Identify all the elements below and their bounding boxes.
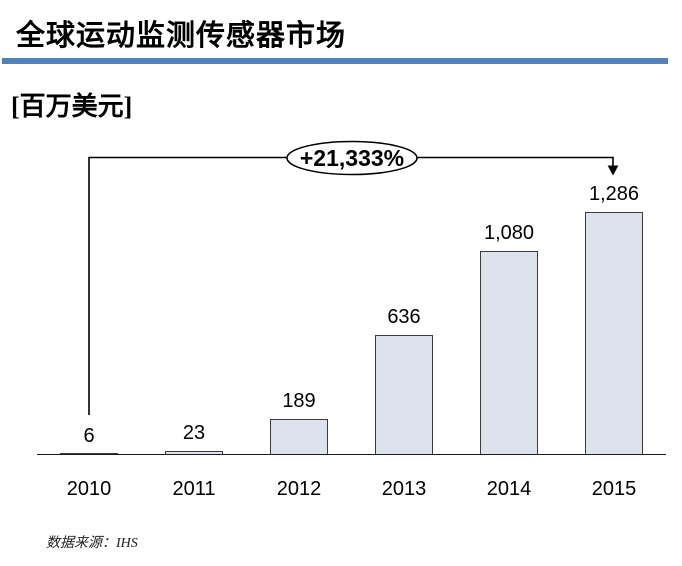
growth-label: +21,333%	[300, 145, 404, 171]
bar-2012	[270, 419, 328, 455]
x-axis-label: 2013	[381, 478, 427, 500]
bar-value-label: 1,080	[483, 221, 535, 244]
x-axis-label: 2014	[486, 478, 532, 500]
bar-value-label: 636	[387, 305, 421, 328]
source-name: IHS	[116, 536, 138, 551]
growth-ellipse	[286, 140, 418, 176]
unit-label: [百万美元]	[11, 92, 133, 121]
title-divider	[2, 58, 668, 64]
bar-value-label: 23	[182, 421, 206, 444]
x-axis-label: 2015	[591, 478, 637, 500]
bar-2014	[480, 250, 538, 455]
bar-value-label: 189	[282, 390, 316, 413]
arrow-down-icon	[607, 165, 619, 176]
bar-2015	[585, 212, 643, 455]
source-note: 数据来源：IHS	[46, 532, 138, 552]
x-axis-line	[37, 453, 666, 456]
source-prefix: 数据来源：	[46, 536, 116, 551]
bar-value-label: 6	[83, 424, 95, 447]
page-title: 全球运动监测传感器市场	[16, 20, 347, 52]
bar-2013	[375, 334, 433, 455]
x-axis-label: 2012	[276, 478, 322, 500]
bar-value-label: 1,286	[588, 183, 640, 205]
x-axis-label: 2010	[66, 478, 112, 500]
x-axis-label: 2011	[172, 478, 216, 500]
